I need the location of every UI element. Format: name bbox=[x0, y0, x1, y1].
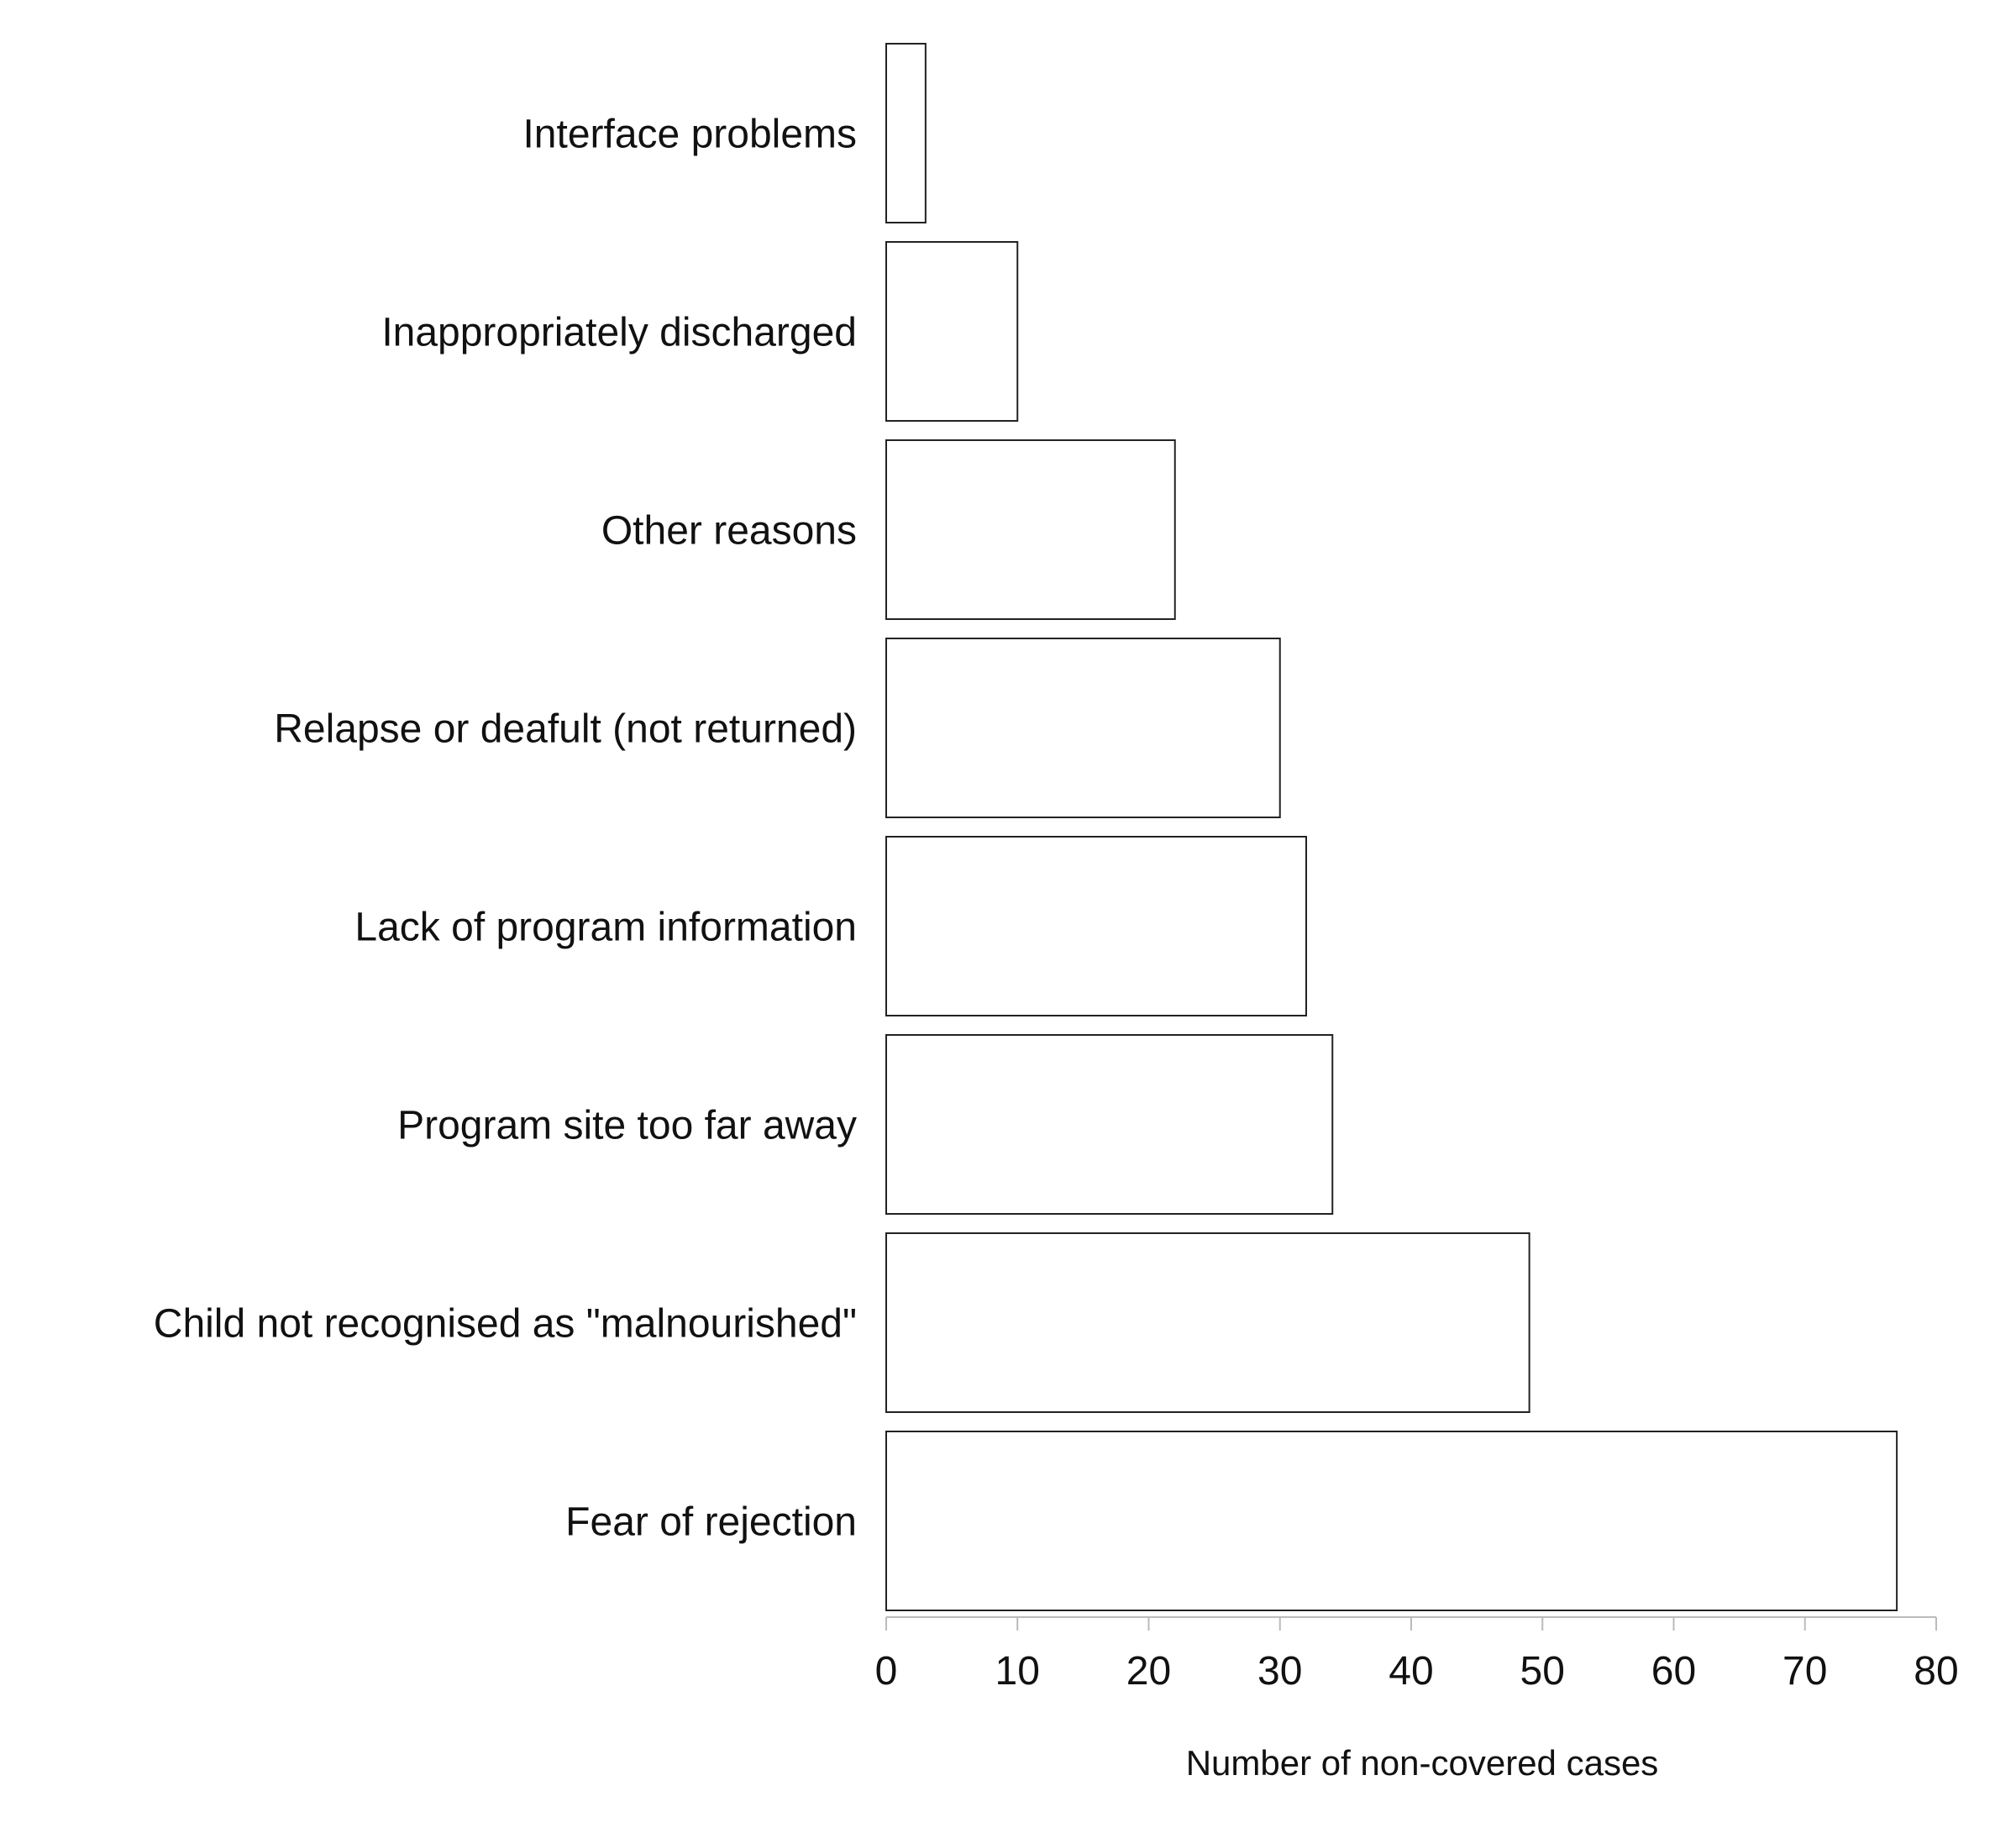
x-tick-label: 60 bbox=[1651, 1649, 1696, 1694]
bar bbox=[885, 1034, 1334, 1215]
bars-group bbox=[885, 43, 1898, 1611]
bar bbox=[885, 241, 1019, 422]
bar bbox=[885, 1232, 1530, 1413]
x-axis: 0 10 20 30 40 50 60 70 80 bbox=[875, 1616, 1959, 1694]
x-tick-label: 30 bbox=[1257, 1649, 1302, 1694]
x-tick-label: 10 bbox=[995, 1649, 1040, 1694]
category-label: Child not recognised as "malnourished" bbox=[154, 1302, 857, 1347]
category-label: Relapse or deafult (not returned) bbox=[274, 707, 857, 752]
category-labels: Interface problems Inappropriately discha… bbox=[154, 113, 857, 1545]
bar bbox=[885, 439, 1176, 620]
x-tick-label: 0 bbox=[875, 1649, 898, 1694]
x-axis-title: Number of non-covered cases bbox=[1186, 1743, 1659, 1783]
x-tick-label: 50 bbox=[1520, 1649, 1565, 1694]
category-label: Lack of program information bbox=[354, 906, 857, 950]
category-label: Fear of rejection bbox=[565, 1500, 857, 1545]
bar bbox=[885, 836, 1307, 1016]
x-tick-label: 40 bbox=[1389, 1649, 1433, 1694]
bar bbox=[885, 638, 1281, 818]
category-label: Other reasons bbox=[601, 509, 857, 554]
category-label: Interface problems bbox=[522, 113, 857, 157]
x-tick-label: 20 bbox=[1126, 1649, 1171, 1694]
bar bbox=[885, 1431, 1898, 1611]
category-label: Program site too far away bbox=[397, 1104, 857, 1148]
category-label: Inappropriately discharged bbox=[381, 311, 857, 355]
x-tick-label: 70 bbox=[1782, 1649, 1827, 1694]
x-tick-label: 80 bbox=[1914, 1649, 1958, 1694]
bar bbox=[885, 43, 927, 223]
